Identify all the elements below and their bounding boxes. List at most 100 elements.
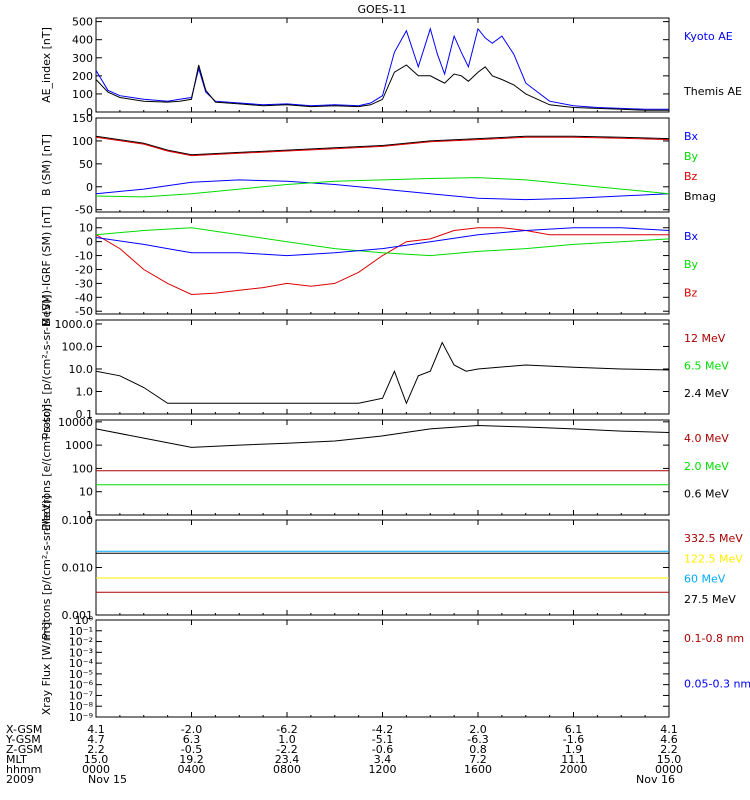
- y-tick-label: 10: [79, 486, 93, 499]
- x-axis-value: 0.8: [469, 743, 487, 756]
- panel-frame: [95, 217, 670, 315]
- x-axis-value: -0.5: [181, 743, 202, 756]
- legend-entry: Bz: [684, 286, 698, 299]
- y-tick-label: 1.0: [76, 385, 94, 398]
- y-axis-label: Electrons [e/(cm²-s-sr)]: [40, 404, 53, 531]
- y-tick-label: 10⁻¹: [69, 625, 93, 638]
- y-tick-label: 0.100: [62, 514, 94, 527]
- x-axis-value: -5.1: [372, 733, 393, 746]
- legend-entry: 6.5 MeV: [684, 359, 729, 372]
- y-tick-label: 10⁻⁹: [69, 711, 93, 724]
- y-tick-label: 200: [72, 70, 93, 83]
- y-tick-label: 0: [86, 106, 93, 119]
- y-tick-label: 100: [72, 462, 93, 475]
- x-axis-value: 2.2: [87, 743, 105, 756]
- x-axis-value: 2000: [560, 763, 588, 776]
- y-tick-label: 0: [86, 236, 93, 249]
- legend-entry: Themis AE: [683, 85, 742, 98]
- x-axis-value: 4.1: [660, 723, 678, 736]
- series-line-themis-ae: [96, 64, 669, 111]
- x-axis-row-label: X-GSM: [6, 723, 42, 736]
- x-axis-value: 1600: [464, 763, 492, 776]
- y-axis-label: Xray Flux [W/m²]: [40, 622, 53, 715]
- legend-entry: By: [684, 258, 699, 271]
- x-axis-value: 3.4: [374, 753, 392, 766]
- x-axis-value: 4.1: [87, 723, 105, 736]
- y-tick-label: 0: [86, 181, 93, 194]
- x-axis-value: 15.0: [657, 753, 682, 766]
- y-tick-label: 10⁻³: [69, 646, 93, 659]
- y-tick-label: 10.0: [69, 363, 94, 376]
- legend-entry: Bx: [684, 130, 699, 143]
- y-tick-label: 1: [86, 509, 93, 522]
- x-axis-value: -6.2: [276, 723, 297, 736]
- x-axis-value: -0.6: [372, 743, 393, 756]
- x-axis-value: 1200: [369, 763, 397, 776]
- x-axis-value: 19.2: [179, 753, 204, 766]
- y-tick-label: 1000.0: [55, 318, 94, 331]
- y-tick-label: 10⁰: [75, 614, 94, 627]
- legend-entry: 0.05-0.3 nm: [684, 677, 750, 690]
- x-axis-value: 23.4: [275, 753, 300, 766]
- panel-frame: [95, 17, 670, 113]
- x-axis-value: 0000: [655, 763, 683, 776]
- y-tick-label: 50: [79, 158, 93, 171]
- x-axis-value: 11.1: [561, 753, 586, 766]
- x-axis-value: 1.0: [278, 733, 296, 746]
- y-tick-label: -10: [75, 250, 93, 263]
- x-axis-value: Nov 16: [636, 773, 675, 786]
- x-axis-value: 2.2: [660, 743, 678, 756]
- y-tick-label: 10⁻²: [69, 636, 93, 649]
- x-axis-row-label: 2009: [6, 773, 34, 786]
- y-tick-label: 0.001: [62, 609, 94, 622]
- series-line-bmag: [96, 135, 669, 156]
- y-tick-label: 100.0: [62, 340, 94, 353]
- y-tick-label: -30: [75, 277, 93, 290]
- x-axis-value: 7.2: [469, 753, 487, 766]
- y-axis-label: Protons [p/(cm²-s-sr-MeV)]: [40, 295, 53, 440]
- x-axis-value: Nov 15: [88, 773, 127, 786]
- series-line-by: [96, 177, 669, 198]
- x-axis-value: 0000: [82, 763, 110, 776]
- x-axis-value: 6.3: [183, 733, 201, 746]
- x-axis-row-label: hhmm: [6, 763, 41, 776]
- panel-frame: [95, 519, 670, 616]
- x-axis-value: 15.0: [84, 753, 109, 766]
- legend-entry: Bmag: [684, 190, 716, 203]
- y-axis-label: B (SM) [nT]: [40, 134, 53, 196]
- x-axis-row-label: Y-GSM: [5, 733, 41, 746]
- panel-frame: [95, 319, 670, 415]
- y-tick-label: 10000: [58, 416, 93, 429]
- y-tick-label: 100: [72, 88, 93, 101]
- y-axis-label: AE_index [nT]: [40, 27, 53, 103]
- x-axis-value: -1.6: [563, 733, 584, 746]
- y-tick-label: 10⁻⁷: [69, 689, 93, 702]
- legend-entry: By: [684, 150, 699, 163]
- y-tick-label: 300: [72, 52, 93, 65]
- legend-entry: 12 MeV: [684, 332, 726, 345]
- legend-entry: 27.5 MeV: [684, 593, 736, 606]
- x-axis-value: -2.0: [181, 723, 202, 736]
- y-tick-label: 10⁻⁸: [69, 700, 94, 713]
- y-tick-label: -40: [75, 291, 93, 304]
- panel-frame: [95, 619, 670, 718]
- x-axis-value: 2.0: [469, 723, 487, 736]
- x-axis-value: 4.7: [87, 733, 105, 746]
- legend-entry: 2.4 MeV: [684, 387, 729, 400]
- panel-frame: [95, 419, 670, 516]
- x-axis-value: 0400: [178, 763, 206, 776]
- legend-entry: 60 MeV: [684, 573, 726, 586]
- legend-entry: 0.6 MeV: [684, 488, 729, 501]
- x-axis-value: 6.1: [565, 723, 583, 736]
- y-tick-label: 10⁻⁶: [69, 679, 94, 692]
- y-tick-label: 150: [72, 112, 93, 125]
- x-axis-value: 0800: [273, 763, 301, 776]
- y-tick-label: 400: [72, 34, 93, 47]
- series-line-by: [96, 227, 669, 257]
- legend-entry: 4.0 MeV: [684, 432, 729, 445]
- legend-entry: Kyoto AE: [684, 30, 733, 43]
- y-tick-label: 0.010: [62, 562, 94, 575]
- y-tick-label: 10⁻⁴: [69, 657, 94, 670]
- series-line-kyoto-ae: [96, 27, 669, 110]
- x-axis-value: -6.3: [467, 733, 488, 746]
